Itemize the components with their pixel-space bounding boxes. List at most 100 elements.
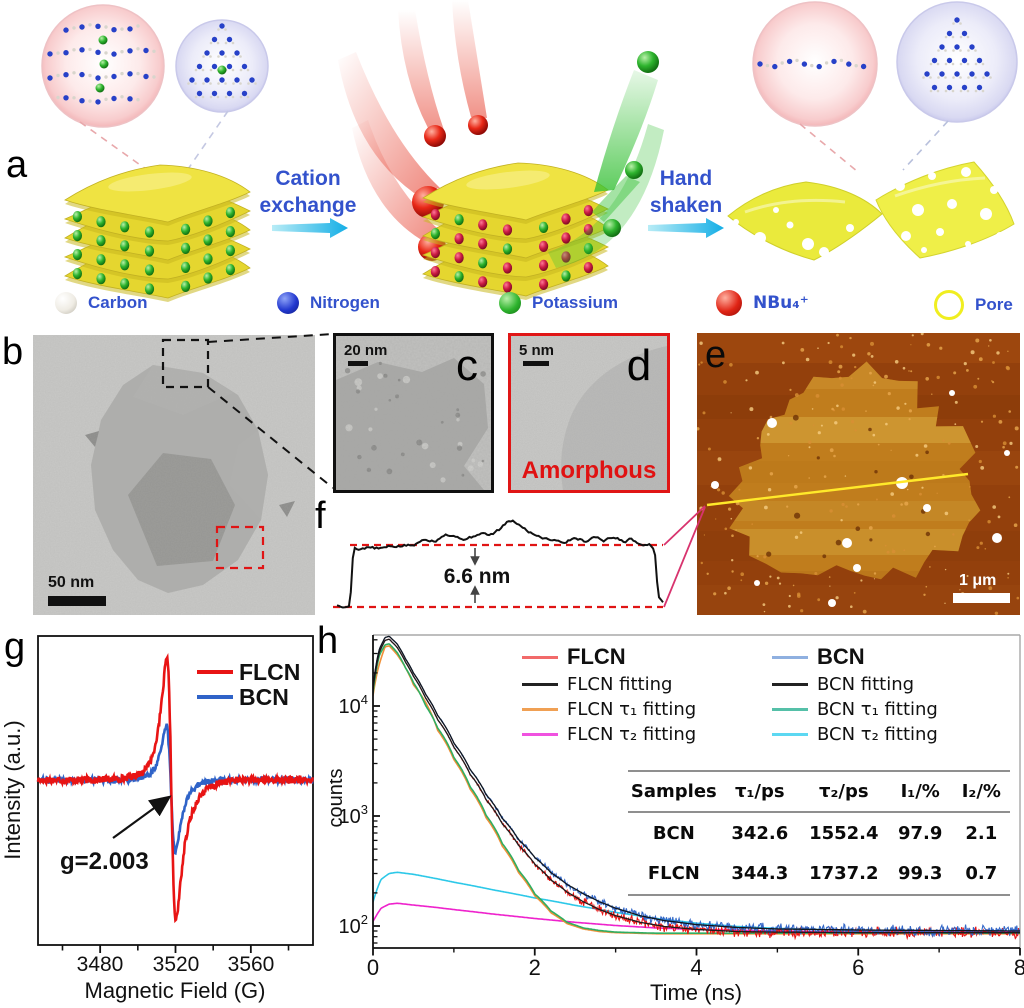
panel-label-h: h [317,620,339,662]
scalebar-d-bar [523,361,549,366]
svg-text:8: 8 [1014,955,1024,980]
decay-legend-item-flcn-0: FLCN [522,642,696,672]
tem-noise-texture [33,335,315,615]
decay-curve-bcn-fitting [373,635,1020,932]
legend-line-swatch [522,733,558,736]
decay-legend-item-flcn-2: FLCN τ₁ fitting [522,697,696,722]
panel-label-f: f [315,495,326,537]
panel-label-g: g [4,626,26,668]
process1-label-line1: Cation [275,167,340,190]
legend-item-carbon: Carbon [55,292,148,314]
table-cell: 0.7 [965,863,998,884]
panel-label-b: b [2,331,24,373]
decay-legend-item-bcn-2: BCN τ₁ fitting [772,697,938,722]
legend-label: BCN τ₁ fitting [817,699,938,720]
legend-label: BCN [817,644,865,669]
pore-label: Pore [975,295,1013,314]
table-cell: 97.9 [898,822,943,844]
legend-label: FLCN τ₂ fitting [567,724,697,745]
tem-zoom-panel-c: 20 nm c [333,333,494,493]
g-factor-arrow [112,795,172,839]
layered-stack-exchanged [421,162,609,300]
epr-curve-flcn [36,653,314,924]
nitrogen-sphere-icon [277,292,299,314]
potassium-sphere-icon [499,292,521,314]
scalebar-b-bar [48,596,106,606]
legend-label: BCN fitting [817,674,915,695]
table-cell: 99.3 [898,863,943,884]
carbon-sphere-icon [55,292,77,314]
molecule-circle-triangle [175,19,269,113]
afm-profile-line [706,472,969,507]
table-row-flcn: FLCN 344.3 1737.2 99.3 0.7 [628,853,1010,894]
process1-label-line2: exchange [260,194,357,217]
svg-text:0: 0 [367,955,379,980]
table-cell: BCN [652,822,695,844]
cation-exchange-arrow [272,218,348,238]
legend-line-swatch [772,683,808,686]
scalebar-c-label: 20 nm [344,342,387,359]
process2-label-line1: Hand [660,167,713,190]
table-header-4: I₂/% [961,781,1001,802]
height-dimension-arrows [470,548,480,603]
carbon-label: Carbon [88,293,148,312]
epr-legend-flcn: FLCN [239,659,300,685]
legend-line-swatch [772,733,808,736]
schematic-panel-a: Cation exchange Hand shaken [41,0,1018,302]
decay-legend-item-flcn-1: FLCN fitting [522,672,696,697]
zoom-connector-lines [79,110,949,173]
nitrogen-label: Nitrogen [310,293,380,312]
nbu4-label: NBu₄⁺ [753,293,809,313]
decay-legend-item-bcn-1: BCN fitting [772,672,938,697]
potassium-label: Potassium [532,293,618,312]
decay-legend-item-bcn-3: BCN τ₂ fitting [772,722,938,747]
decay-legend-item-flcn-3: FLCN τ₂ fitting [522,722,696,747]
molecule-circle-porous-triangle [896,1,1018,123]
decay-ylabel: counts [330,769,347,828]
svg-text:2: 2 [529,955,541,980]
decay-xlabel: Time (ns) [650,980,742,1005]
legend-line-swatch [522,683,558,686]
table-cell: 1552.4 [809,822,879,844]
epr-xlabel: Magnetic Field (G) [85,978,266,1003]
decay-legend-flcn-column: FLCN FLCN fitting FLCN τ₁ fitting FLCN τ₂ f… [522,642,696,747]
table-cell: FLCN [647,863,700,884]
porous-nanosheets [727,161,1015,261]
table-row-bcn: BCN 342.6 1552.4 97.9 2.1 [628,812,1010,853]
epr-legend-bcn: BCN [239,684,289,710]
layered-stack-bulk [63,164,251,302]
svg-text:104: 104 [339,692,368,718]
g-factor-annotation: g=2.003 [60,848,149,875]
nbu4-sphere-icon [716,290,742,316]
scalebar-b-label: 50 nm [48,574,94,591]
afm-image-panel-e: e 1 μm [696,332,1020,615]
decay-legend-item-bcn-0: BCN [772,642,938,672]
tem-image-panel-b: 50 nm [33,335,315,615]
svg-text:6: 6 [852,955,864,980]
table-cell: 1737.2 [809,863,879,884]
decay-legend-bcn-column: BCN BCN fitting BCN τ₁ fitting BCN τ₂ fitti… [772,642,938,747]
process2-label-line2: shaken [650,194,722,217]
pore-ring-icon [934,290,964,320]
epr-curves [36,653,314,924]
scalebar-d-label: 5 nm [519,342,554,359]
table-header-1: τ₁/ps [735,781,785,802]
table-cell: 344.3 [731,863,789,884]
hrtem-panel-d: 5 nm d Amorphous [508,333,670,493]
height-profile-panel-f: 6.6 nm [325,493,705,620]
decay-curves [373,635,1020,941]
scalebar-e-label: 1 μm [959,572,996,589]
legend-line-swatch [522,708,558,711]
scalebar-c-bar [348,361,368,366]
panel-label-c: c [456,341,478,390]
decay-curve-flcn-fitting [373,638,1020,934]
molecule-circle-monolayer [752,1,878,127]
svg-text:102: 102 [339,912,368,938]
legend-label: FLCN fitting [567,674,673,695]
legend-label: BCN τ₂ fitting [817,724,938,745]
table-cell: 2.1 [965,822,998,844]
scalebar-e-bar [953,593,1010,603]
panel-label-e: e [705,334,726,376]
height-profile-curve [336,519,664,609]
